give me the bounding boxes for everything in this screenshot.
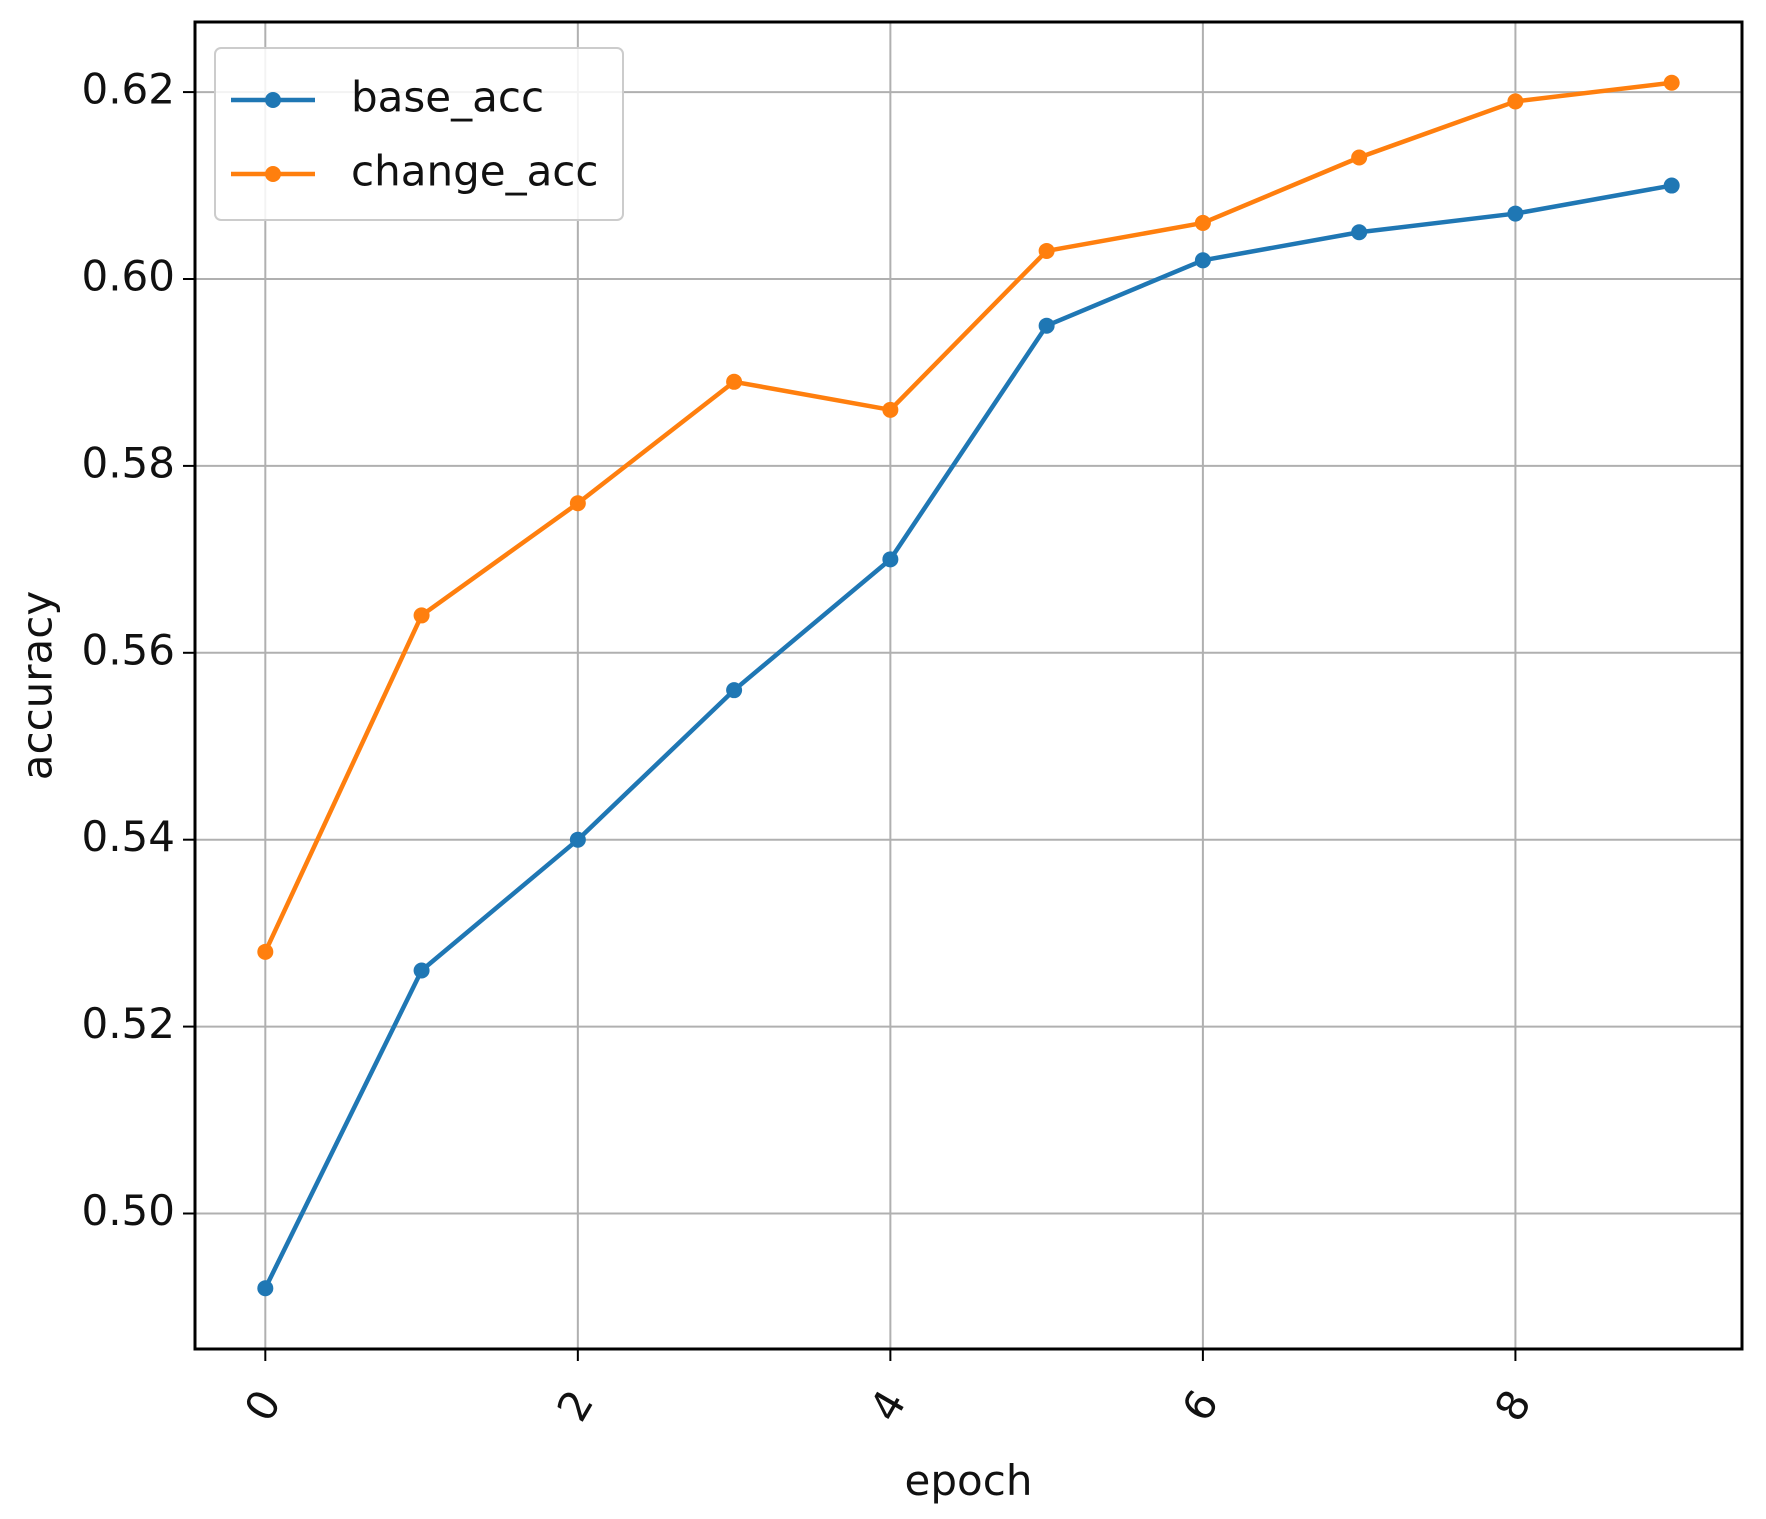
data-point (1038, 317, 1055, 334)
legend-entry-change-acc: change_acc (231, 147, 599, 196)
data-point (257, 1280, 274, 1297)
data-point (1351, 224, 1368, 241)
grid-lines (195, 22, 1742, 1349)
data-point (1507, 205, 1524, 222)
data-point (413, 962, 430, 979)
data-point (726, 682, 743, 699)
plot-frame (193, 20, 1744, 1351)
data-point (569, 495, 586, 512)
data-point (257, 943, 274, 960)
y-tick-label: 0.58 (81, 438, 175, 487)
data-point (726, 373, 743, 390)
x-axis-label: epoch (905, 1456, 1033, 1505)
legend-entry-base-acc: base_acc (231, 73, 544, 122)
y-tick-label: 0.60 (81, 251, 175, 300)
data-point (1038, 242, 1055, 259)
legend-label: base_acc (351, 73, 544, 122)
series-change-acc (257, 74, 1680, 960)
y-tick-label: 0.56 (81, 625, 175, 674)
y-tick-label: 0.52 (81, 999, 175, 1048)
data-point (413, 607, 430, 624)
legend-entries: base_acc change_acc (231, 73, 599, 196)
legend-marker (265, 166, 281, 182)
data-point (1194, 252, 1211, 269)
data-point (1351, 149, 1368, 166)
series-line (263, 183, 1674, 1291)
data-point (882, 551, 899, 568)
data-point (1663, 74, 1680, 91)
legend: base_acc change_acc (214, 47, 624, 221)
legend-label: change_acc (351, 147, 599, 196)
data-point (1663, 177, 1680, 194)
data-point (882, 401, 899, 418)
y-tick-label: 0.62 (81, 65, 175, 114)
series-base-acc (257, 177, 1680, 1297)
legend-box (214, 47, 624, 221)
y-axis-label: accuracy (13, 591, 62, 781)
data-point (1507, 93, 1524, 110)
y-axis-ticks: 0.50 0.52 0.54 0.56 0.58 0.60 0.62 (81, 65, 195, 1235)
data-point (569, 831, 586, 848)
y-tick-label: 0.50 (81, 1186, 175, 1235)
data-point (1194, 214, 1211, 231)
series-line (263, 80, 1674, 955)
legend-marker (265, 92, 281, 108)
y-tick-label: 0.54 (81, 812, 175, 861)
data-series (257, 74, 1680, 1297)
